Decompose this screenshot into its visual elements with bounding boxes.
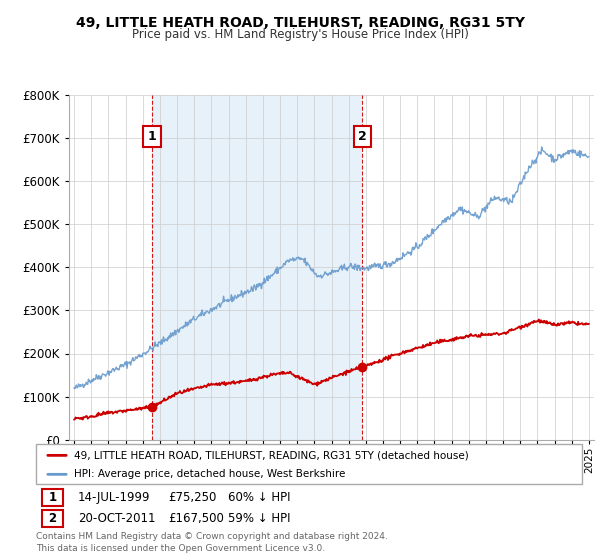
Text: 1: 1 [49, 491, 56, 505]
Text: 2: 2 [358, 130, 367, 143]
Text: Price paid vs. HM Land Registry's House Price Index (HPI): Price paid vs. HM Land Registry's House … [131, 28, 469, 41]
Text: 49, LITTLE HEATH ROAD, TILEHURST, READING, RG31 5TY (detached house): 49, LITTLE HEATH ROAD, TILEHURST, READIN… [74, 450, 469, 460]
Text: Contains HM Land Registry data © Crown copyright and database right 2024.
This d: Contains HM Land Registry data © Crown c… [36, 533, 388, 553]
Text: 59% ↓ HPI: 59% ↓ HPI [228, 512, 290, 525]
Text: 14-JUL-1999: 14-JUL-1999 [78, 491, 151, 505]
Text: £75,250: £75,250 [168, 491, 217, 505]
Bar [152, 95, 362, 440]
Text: HPI: Average price, detached house, West Berkshire: HPI: Average price, detached house, West… [74, 469, 345, 479]
Text: £167,500: £167,500 [168, 512, 224, 525]
Text: 60% ↓ HPI: 60% ↓ HPI [228, 491, 290, 505]
Text: 2: 2 [49, 512, 56, 525]
Text: 1: 1 [148, 130, 157, 143]
Text: 20-OCT-2011: 20-OCT-2011 [78, 512, 155, 525]
Text: 49, LITTLE HEATH ROAD, TILEHURST, READING, RG31 5TY: 49, LITTLE HEATH ROAD, TILEHURST, READIN… [76, 16, 524, 30]
